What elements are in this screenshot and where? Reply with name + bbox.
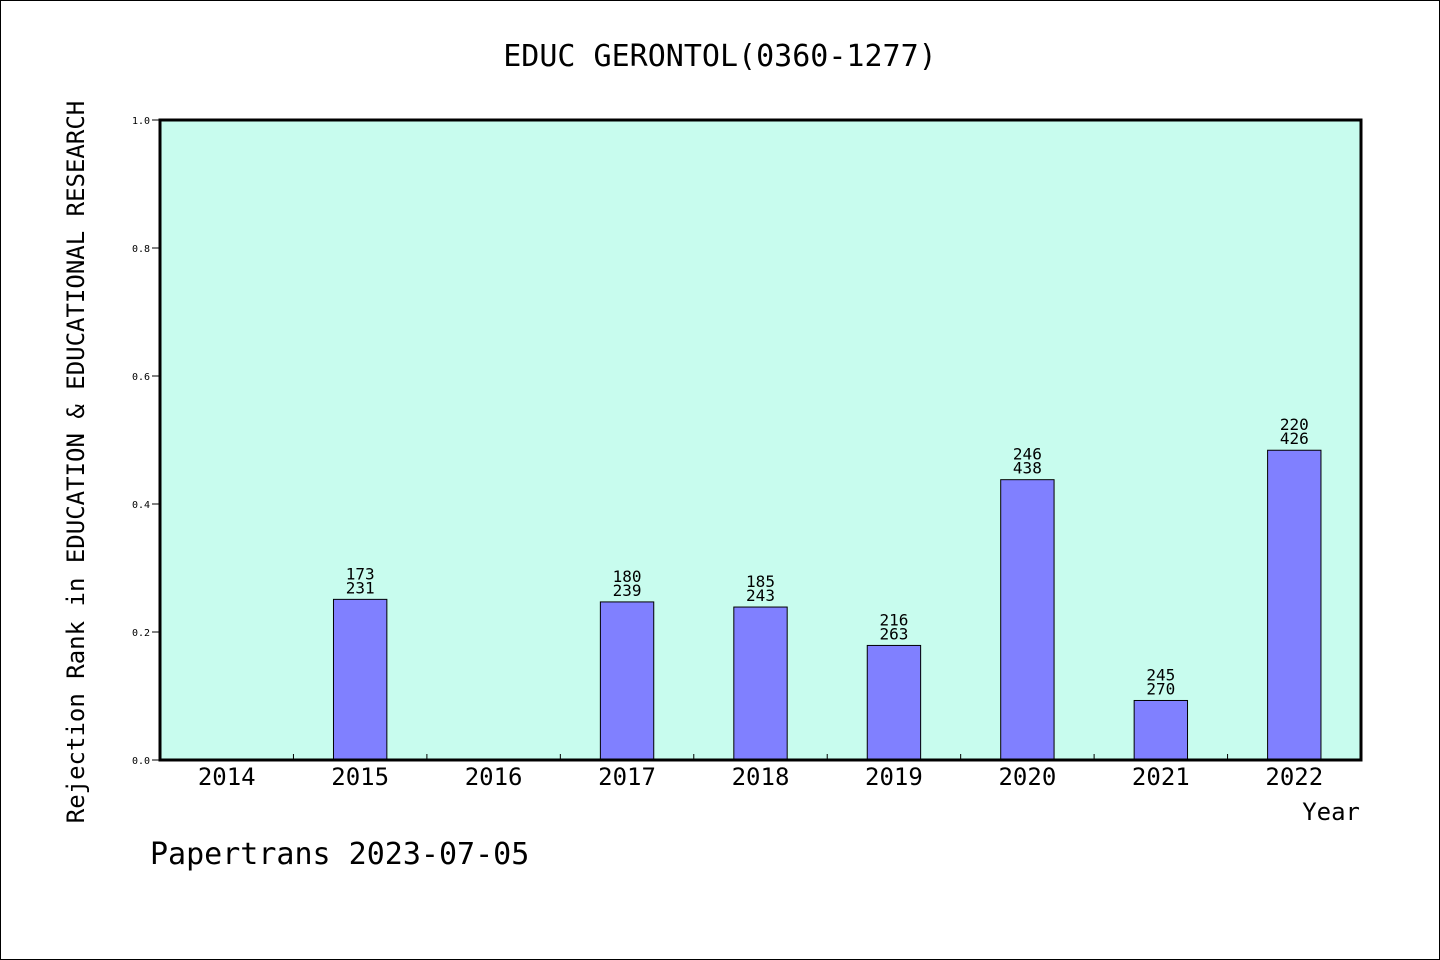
bar-2017 xyxy=(599,601,655,761)
x-tick-label: 2018 xyxy=(732,763,790,791)
data-label-top: 185 xyxy=(746,572,775,591)
data-label-top: 180 xyxy=(613,567,642,586)
y-tick-label: 0.2 xyxy=(132,628,150,639)
data-label-bottom: 426 xyxy=(1280,429,1309,448)
y-tick-label: 0.6 xyxy=(132,372,150,383)
y-tick-label: 1.0 xyxy=(132,116,150,127)
bar-2020 xyxy=(1000,479,1055,761)
x-axis-ticks: 2014 2015 2016 2017 2018 2019 2020 2021 2022 xyxy=(198,754,1323,791)
data-label-bottom: 231 xyxy=(346,578,375,597)
chart-title: EDUC GERONTOL(0360-1277) xyxy=(503,39,936,74)
x-tick-label: 2016 xyxy=(465,763,523,791)
data-label-top: 245 xyxy=(1146,665,1175,684)
bar-2018 xyxy=(733,606,788,761)
x-tick-label: 2022 xyxy=(1265,763,1323,791)
plot-border xyxy=(158,118,1363,762)
y-tick-label: 0.0 xyxy=(132,756,150,767)
bar-2021 xyxy=(1133,699,1189,761)
data-label-bottom: 270 xyxy=(1146,679,1175,698)
data-label-top: 173 xyxy=(346,564,375,583)
data-label-bottom: 438 xyxy=(1013,459,1042,478)
data-label-bottom: 243 xyxy=(746,586,775,605)
data-label-top: 220 xyxy=(1280,415,1309,434)
bar-2015 xyxy=(332,598,388,761)
y-axis-label: Rejection Rank in EDUCATION & EDUCATIONA… xyxy=(62,101,90,823)
data-label-top: 246 xyxy=(1013,445,1042,464)
x-axis-label: Year xyxy=(1302,798,1360,826)
x-tick-label: 2019 xyxy=(865,763,923,791)
y-tick-label: 0.8 xyxy=(132,244,150,255)
x-tick-label: 2021 xyxy=(1132,763,1190,791)
x-tick-label: 2017 xyxy=(598,763,656,791)
data-label-top: 216 xyxy=(879,610,908,629)
x-tick-label: 2014 xyxy=(198,763,256,791)
x-tick-label: 2015 xyxy=(331,763,389,791)
bar-2019 xyxy=(866,644,922,761)
y-axis-ticks: 0.0 0.2 0.4 0.6 0.8 1.0 xyxy=(132,116,160,767)
y-tick-label: 0.4 xyxy=(132,500,150,511)
data-label-bottom: 263 xyxy=(879,624,908,643)
footer-credit: Papertrans 2023-07-05 xyxy=(150,837,529,872)
data-label-bottom: 239 xyxy=(613,581,642,600)
bar-2022 xyxy=(1267,449,1322,761)
x-tick-label: 2020 xyxy=(998,763,1056,791)
bar-series xyxy=(332,449,1322,761)
